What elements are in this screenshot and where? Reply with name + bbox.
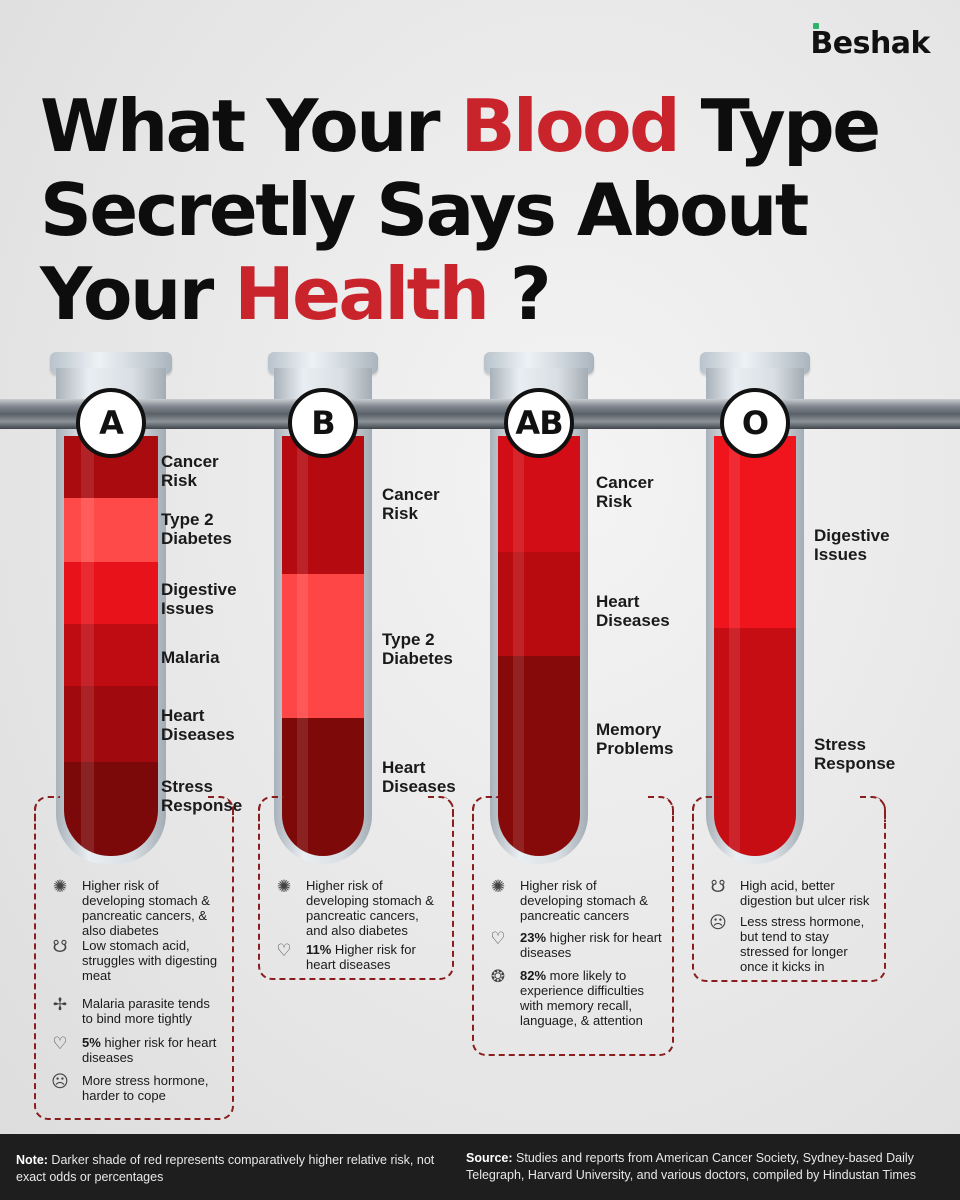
segment-label: Memory Problems — [596, 720, 674, 758]
title-line-1: What Your Blood Type — [40, 84, 881, 168]
segment-label: Digestive Issues — [814, 526, 890, 564]
segment-label: Type 2 Diabetes — [382, 630, 453, 668]
title-line-2: Secretly Says About — [40, 168, 809, 252]
fact-stat: 23% — [520, 930, 547, 945]
fact-item: ☹ Less stress hormone, but tend to stay s… — [706, 913, 874, 975]
fact-body: Higher risk of developing stomach & panc… — [520, 878, 648, 923]
stressed-person-icon: ☹ — [709, 913, 727, 932]
fact-item: ☋ High acid, better digestion but ulcer r… — [706, 877, 874, 909]
heart-rate-icon: ♡ — [52, 1034, 68, 1053]
tube-rack-rail — [0, 399, 960, 429]
fact-body: More stress hormone, harder to cope — [82, 1073, 209, 1103]
blood-type-badge-b: B — [288, 388, 358, 458]
risk-segment — [64, 498, 158, 562]
risk-segment — [64, 624, 158, 686]
title-line-3: Your Health ? — [40, 252, 552, 336]
heart-rate-icon: ♡ — [276, 941, 292, 960]
stomach-icon: ☋ — [710, 877, 726, 896]
fact-text: 23% higher risk for heart diseases — [520, 930, 662, 960]
fact-item: ❂ 82% more likely to experience difficult… — [486, 967, 662, 1029]
segment-label: Type 2 Diabetes — [161, 510, 232, 548]
fact-body: Higher risk for heart diseases — [306, 942, 416, 972]
fact-text: High acid, better digestion but ulcer ri… — [740, 878, 874, 908]
heart-rate-icon: ♡ — [490, 929, 506, 948]
mosquito-icon: ✢ — [52, 995, 68, 1014]
fact-body: higher risk for heart diseases — [82, 1035, 217, 1065]
fact-text: Higher risk of developing stomach & panc… — [82, 878, 222, 938]
facts-box-b — [258, 796, 454, 980]
brain-icon: ❂ — [490, 967, 506, 986]
stressed-person-icon: ☹ — [51, 1072, 69, 1091]
segment-label: Cancer Risk — [382, 485, 440, 523]
fact-item: ✢ Malaria parasite tends to bind more tig… — [48, 995, 222, 1027]
fact-text: Low stomach acid, struggles with digesti… — [82, 938, 222, 983]
fact-text: 5% higher risk for heart diseases — [82, 1035, 222, 1065]
fact-body: Malaria parasite tends to bind more tigh… — [82, 996, 210, 1026]
fact-body: more likely to experience difficulties w… — [520, 968, 645, 1028]
footer-source: Source: Studies and reports from America… — [466, 1151, 916, 1182]
fact-text: Malaria parasite tends to bind more tigh… — [82, 996, 222, 1026]
fact-text: Less stress hormone, but tend to stay st… — [740, 914, 874, 974]
segment-label: Cancer Risk — [596, 473, 654, 511]
footer-note: Note: Darker shade of red represents com… — [16, 1153, 435, 1184]
fact-text: More stress hormone, harder to cope — [82, 1073, 222, 1103]
fact-item: ✺ Higher risk of developing stomach & pan… — [486, 877, 662, 924]
blood-fill — [714, 436, 796, 856]
fact-item: ☋ Low stomach acid, struggles with digest… — [48, 937, 222, 984]
blood-type-badge-ab: AB — [504, 388, 574, 458]
fact-item: ♡ 5% higher risk for heart diseases — [48, 1034, 222, 1066]
risk-segment — [498, 552, 580, 656]
footer: Note: Darker shade of red represents com… — [0, 1134, 960, 1200]
risk-segment — [498, 656, 580, 856]
segment-label: Heart Diseases — [596, 592, 670, 630]
facts-box-ab — [472, 796, 674, 1056]
fact-body: higher risk for heart diseases — [520, 930, 662, 960]
segment-label: Heart Diseases — [382, 758, 456, 796]
risk-segment — [282, 436, 364, 574]
fact-item: ♡ 11% Higher risk for heart diseases — [272, 941, 442, 973]
fact-item: ✺ Higher risk of developing stomach & pan… — [272, 877, 442, 939]
logo-dot — [813, 23, 820, 29]
blood-fill — [498, 436, 580, 856]
segment-label: Stress Response — [814, 735, 896, 773]
fact-item: ✺ Higher risk of developing stomach & pan… — [48, 877, 222, 939]
fact-body: Higher risk of developing stomach & panc… — [82, 878, 210, 938]
fact-body: Less stress hormone, but tend to stay st… — [740, 914, 865, 974]
fact-text: Higher risk of developing stomach & panc… — [306, 878, 442, 938]
fact-stat: 82% — [520, 968, 547, 983]
page-title: What Your Blood Type Secretly Says About… — [40, 84, 920, 336]
fact-body: Higher risk of developing stomach & panc… — [306, 878, 434, 938]
risk-segment — [64, 562, 158, 624]
fact-stat: 5% — [82, 1035, 101, 1050]
brand-logo: Beshak — [810, 23, 930, 61]
fact-text: 11% Higher risk for heart diseases — [306, 942, 442, 972]
risk-segment — [64, 686, 158, 762]
fact-body: High acid, better digestion but ulcer ri… — [740, 878, 870, 908]
fact-stat: 11% — [306, 942, 332, 957]
risk-segment — [714, 628, 796, 856]
fact-body: Low stomach acid, struggles with digesti… — [82, 938, 218, 983]
risk-segment — [282, 574, 364, 718]
blood-type-badge-o: O — [720, 388, 790, 458]
fact-item: ☹ More stress hormone, harder to cope — [48, 1072, 222, 1104]
risk-segment — [64, 762, 158, 856]
facts-box-o — [692, 796, 886, 982]
segment-label: Malaria — [161, 648, 220, 667]
stomach-icon: ☋ — [52, 937, 68, 956]
virus-icon: ✺ — [490, 877, 506, 896]
virus-icon: ✺ — [52, 877, 68, 896]
facts-box-a — [34, 796, 234, 1120]
risk-segment — [282, 718, 364, 856]
blood-fill — [64, 436, 158, 856]
fact-text: 82% more likely to experience difficulti… — [520, 968, 662, 1028]
virus-icon: ✺ — [276, 877, 292, 896]
segment-label: Digestive Issues — [161, 580, 237, 618]
fact-item: ♡ 23% higher risk for heart diseases — [486, 929, 662, 961]
segment-label: Heart Diseases — [161, 706, 235, 744]
blood-fill — [282, 436, 364, 856]
segment-label: Cancer Risk — [161, 452, 219, 490]
fact-text: Higher risk of developing stomach & panc… — [520, 878, 662, 923]
blood-type-badge-a: A — [76, 388, 146, 458]
risk-segment — [714, 436, 796, 628]
